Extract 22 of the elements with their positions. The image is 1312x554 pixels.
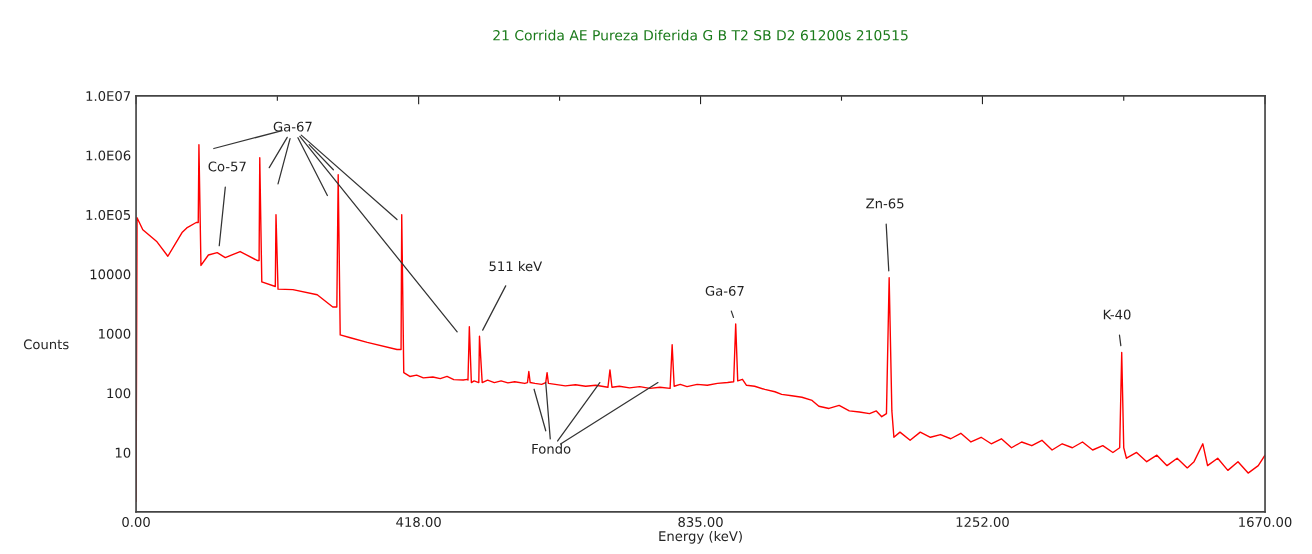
annotation: K-40 (1103, 309, 1131, 320)
annotation: Co-57 (208, 161, 246, 172)
y-tick-label: 1.0E07 (86, 91, 131, 102)
y-axis-title: Counts (23, 339, 69, 350)
chart-title: 21 Corrida AE Pureza Diferida G B T2 SB D2 61200s 210515 (493, 29, 908, 41)
x-tick-label: 418.00 (396, 516, 441, 527)
annotation: Fondo (532, 443, 571, 454)
annotation: 511 keV (489, 260, 543, 272)
x-tick-label: 1252.00 (956, 516, 1009, 527)
annotation: Ga-67 (705, 285, 744, 296)
y-tick-label: 1.0E05 (86, 209, 131, 220)
x-tick-label: 1670.00 (1239, 516, 1292, 527)
y-tick-label: 1.0E06 (86, 150, 131, 161)
y-tick-label: 1000 (99, 328, 131, 339)
y-tick-label: 10000 (90, 269, 131, 280)
annotation: Ga-67 (273, 121, 312, 132)
x-tick-label: 835.00 (678, 516, 723, 527)
x-axis-title: Energy (keV) (659, 530, 742, 544)
annotation: Zn-65 (866, 198, 904, 209)
x-tick-label: 0.00 (122, 516, 150, 527)
y-tick-label: 100 (107, 388, 131, 399)
y-tick-label: 10 (115, 447, 131, 458)
